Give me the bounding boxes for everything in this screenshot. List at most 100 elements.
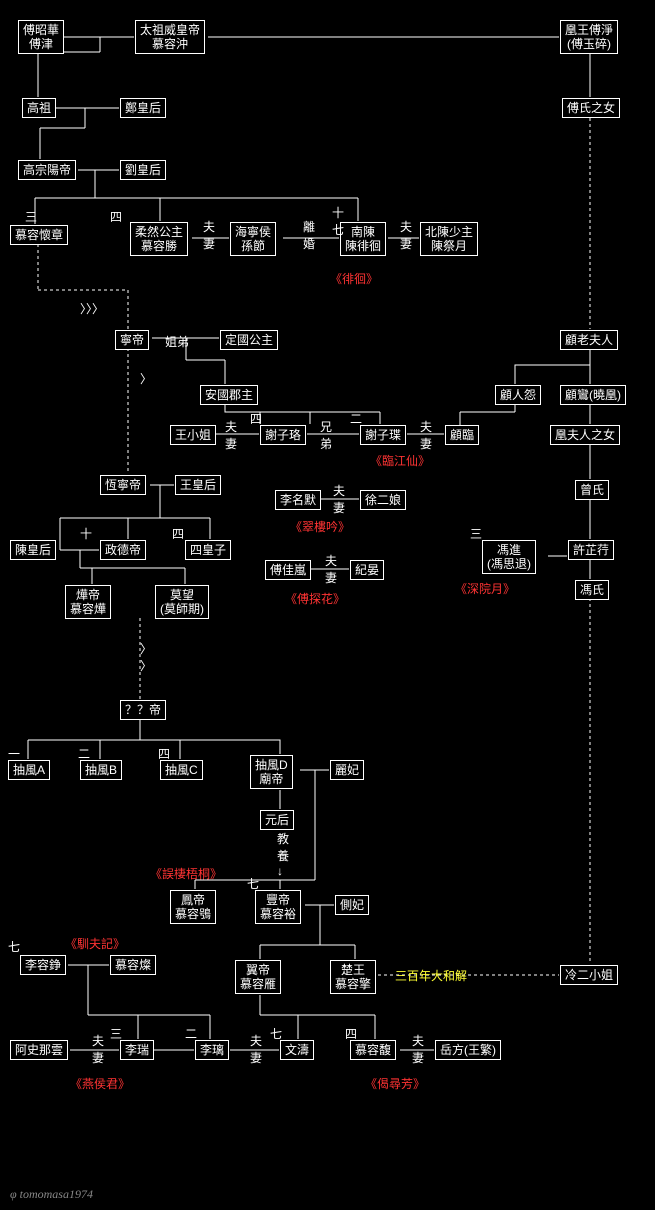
tree-node: 四皇子 <box>185 540 231 560</box>
tree-node: 鄭皇后 <box>120 98 166 118</box>
tree-node: 李容錚 <box>20 955 66 975</box>
tree-node: 曾氏 <box>575 480 609 500</box>
annotation-label: 二 <box>185 1025 197 1042</box>
tree-node: 劉皇后 <box>120 160 166 180</box>
tree-node: 傅佳嵐 <box>265 560 311 580</box>
annotation-label: 三 <box>110 1025 122 1042</box>
annotation-label: 兄 弟 <box>320 418 332 452</box>
tree-node: 馮進 (馮思退) <box>482 540 536 574</box>
tree-node: 燁帝 慕容燁 <box>65 585 111 619</box>
tree-node: 南陳 陳徘徊 <box>340 222 386 256</box>
tree-node: 柔然公主 慕容勝 <box>130 222 188 256</box>
tree-node: 王小姐 <box>170 425 216 445</box>
tree-node: 鳳帝 慕容鴞 <box>170 890 216 924</box>
annotation-label: 一 <box>8 745 20 762</box>
annotation-label: 七 <box>247 875 259 892</box>
annotation-label: 夫 妻 <box>92 1032 104 1066</box>
tree-node: 顧臨 <box>445 425 479 445</box>
tree-node: 慕容馥 <box>350 1040 396 1060</box>
annotation-label: 三 <box>25 208 37 225</box>
annotation-label: 四 <box>172 525 184 542</box>
tree-node: 豐帝 慕容裕 <box>255 890 301 924</box>
annotation-label: 夫 妻 <box>412 1032 424 1066</box>
annotation-label: 《偈尋芳》 <box>365 1075 425 1092</box>
annotation-label: 〉 <box>140 370 152 387</box>
tree-node: 安國郡主 <box>200 385 258 405</box>
tree-node: 凰王傅淨 (傅玉碎) <box>560 20 618 54</box>
annotation-label: 十 七 <box>332 204 344 238</box>
annotation-label: 〉〉〉 <box>80 300 104 317</box>
credit-text: φ tomomasa1974 <box>10 1187 93 1202</box>
annotation-label: 《徘徊》 <box>330 270 378 287</box>
tree-node: 陳皇后 <box>10 540 56 560</box>
tree-node: 岳方(王繁) <box>435 1040 501 1060</box>
tree-node: 文濤 <box>280 1040 314 1060</box>
tree-node: 阿史那雲 <box>10 1040 68 1060</box>
tree-node: 王皇后 <box>175 475 221 495</box>
tree-node: 側妃 <box>335 895 369 915</box>
tree-node: 抽風C <box>160 760 203 780</box>
tree-node: 傅氏之女 <box>562 98 620 118</box>
tree-node: 凰夫人之女 <box>550 425 620 445</box>
tree-node: 海寧侯 孫節 <box>230 222 276 256</box>
tree-node: 定國公主 <box>220 330 278 350</box>
annotation-label: 四 <box>250 410 262 427</box>
tree-node: 顧老夫人 <box>560 330 618 350</box>
tree-node: 抽風D 廟帝 <box>250 755 293 789</box>
tree-node: 抽風B <box>80 760 122 780</box>
annotation-label: 夫 妻 <box>325 552 337 586</box>
tree-node: 顧鸞(曉凰) <box>560 385 626 405</box>
annotation-label: 三 <box>470 525 482 542</box>
annotation-label: 十 <box>80 525 92 542</box>
annotation-label: 夫 妻 <box>203 218 215 252</box>
tree-node: 慕容燦 <box>110 955 156 975</box>
tree-node: 莫望 (莫師期) <box>155 585 209 619</box>
tree-node: 太祖威皇帝 慕容沖 <box>135 20 205 54</box>
tree-node: 元后 <box>260 810 294 830</box>
tree-node: 李璃 <box>195 1040 229 1060</box>
tree-node: 冷二小姐 <box>560 965 618 985</box>
annotation-label: 《深院月》 <box>455 580 515 597</box>
annotation-label: 三百年大和解 <box>395 967 467 984</box>
tree-node: 慕容懷章 <box>10 225 68 245</box>
tree-node: 謝子㻡 <box>360 425 406 445</box>
annotation-label: 夫 妻 <box>400 218 412 252</box>
tree-node: 李名默 <box>275 490 321 510</box>
tree-node: 北陳少主 陳祭月 <box>420 222 478 256</box>
tree-node: 麗妃 <box>330 760 364 780</box>
tree-node: 政德帝 <box>100 540 146 560</box>
annotation-label: 四 <box>345 1025 357 1042</box>
tree-node: 恆寧帝 <box>100 475 146 495</box>
tree-node: 高祖 <box>22 98 56 118</box>
annotation-label: 七 <box>8 938 20 955</box>
annotation-label: 《翠樓吟》 <box>290 518 350 535</box>
annotation-label: 《傅探花》 <box>285 590 345 607</box>
tree-node: 抽風A <box>8 760 50 780</box>
tree-node: 顧人怨 <box>495 385 541 405</box>
tree-node: 紀晏 <box>350 560 384 580</box>
tree-node: 徐二娘 <box>360 490 406 510</box>
tree-node: ？？帝 <box>120 700 166 720</box>
annotation-label: 《誤棲梧桐》 <box>150 865 222 882</box>
tree-node: 李瑞 <box>120 1040 154 1060</box>
annotation-label: 二 <box>350 410 362 427</box>
genealogy-diagram: 傅昭華 傅津 太祖威皇帝 慕容沖 凰王傅淨 (傅玉碎) 高祖 鄭皇后 傅氏之女高宗陽帝 劉皇… <box>0 0 655 1210</box>
annotation-label: 夫 妻 <box>420 418 432 452</box>
annotation-label: 四 <box>110 208 122 225</box>
annotation-label: 夫 妻 <box>250 1032 262 1066</box>
tree-node: 高宗陽帝 <box>18 160 76 180</box>
tree-node: 翼帝 慕容雁 <box>235 960 281 994</box>
tree-node: 許芷荇 <box>568 540 614 560</box>
annotation-label: 〉 〉 <box>140 640 152 674</box>
annotation-label: 夫 妻 <box>333 482 345 516</box>
annotation-label: 離 婚 <box>303 218 315 252</box>
annotation-label: 二 <box>78 745 90 762</box>
tree-node: 馮氏 <box>575 580 609 600</box>
tree-node: 寧帝 <box>115 330 149 350</box>
tree-node: 謝子珞 <box>260 425 306 445</box>
annotation-label: 《燕侯君》 <box>70 1075 130 1092</box>
annotation-label: 四 <box>158 745 170 762</box>
tree-node: 傅昭華 傅津 <box>18 20 64 54</box>
annotation-label: 夫 妻 <box>225 418 237 452</box>
annotation-label: 教 養 ↓ <box>277 830 289 878</box>
